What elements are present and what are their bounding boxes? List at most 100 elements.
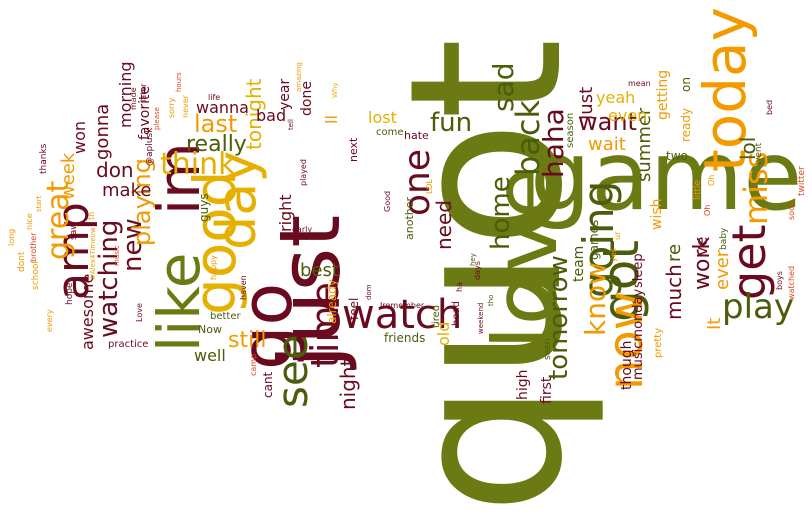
word-school: school — [31, 261, 41, 290]
word-another: another — [403, 196, 416, 240]
word-night: night — [336, 358, 360, 410]
word-It: It — [704, 317, 725, 330]
word-much: much — [662, 264, 686, 320]
word-hate: hate — [404, 129, 429, 142]
word-sleep: sleep — [631, 253, 646, 288]
word-feel: feel — [347, 297, 361, 320]
word-week: week — [58, 152, 79, 200]
word-bed: bed — [765, 99, 774, 115]
word-weekend: weekend — [477, 302, 485, 334]
word-ur: ur — [613, 231, 622, 240]
word-think: think — [160, 147, 236, 182]
word-sad: sad — [487, 62, 520, 112]
word-wanna: wanna — [196, 98, 249, 117]
word-later: later — [139, 83, 148, 102]
word-two: two — [666, 149, 688, 163]
word-Iremember: Iremember — [380, 301, 425, 310]
word-season: season — [565, 112, 576, 148]
word-next: next — [347, 137, 360, 162]
word-hope: hope — [65, 282, 75, 305]
word-mean: mean — [628, 79, 651, 88]
word-ll: ll — [322, 115, 341, 124]
word-thanks: thanks — [39, 143, 49, 174]
word-amazing: amazing — [295, 62, 303, 92]
word-dom: dom — [365, 284, 373, 300]
word-see: see — [268, 334, 317, 408]
word-early: early — [292, 225, 313, 234]
word-play: play — [722, 287, 794, 327]
word-game: game — [530, 120, 803, 232]
word-lost: lost — [368, 108, 397, 127]
word-still: still — [228, 328, 267, 353]
word-come: come — [376, 127, 404, 138]
word-ready: ready — [679, 107, 693, 142]
word-made: made — [129, 87, 138, 110]
word-even: even — [608, 106, 648, 125]
word-haven: haven — [239, 275, 248, 300]
word-Love: Love — [135, 303, 144, 322]
word-Oh-2: Oh — [707, 174, 716, 186]
word-awesome: awesome — [78, 273, 97, 350]
word-well: well — [194, 346, 226, 365]
word-want: want — [578, 108, 637, 136]
word-tired: tired — [431, 304, 442, 328]
word-make: make — [102, 180, 152, 201]
word-won: won — [70, 120, 89, 154]
word-watch: watch — [342, 292, 463, 338]
word-long: long — [7, 228, 16, 246]
word-sorry: sorry — [167, 97, 176, 118]
word-ve: ve — [692, 236, 711, 256]
word-guys: guys — [197, 193, 211, 222]
word-getting: getting — [655, 69, 671, 120]
word-baby: baby — [719, 227, 729, 250]
word-re: re — [664, 243, 685, 262]
word-ha: ha — [455, 282, 464, 292]
word-need: need — [432, 200, 456, 250]
word-soon: soon — [787, 200, 796, 220]
word-last: last — [194, 110, 238, 138]
word-better: better — [210, 311, 241, 322]
word-dont: dont — [17, 251, 27, 272]
word-brother: brother — [29, 232, 38, 262]
word-pretty: pretty — [653, 327, 664, 358]
word-music: music — [113, 245, 121, 266]
word-practice: practice — [108, 339, 149, 350]
word-aplusk: @aplusk — [145, 127, 155, 166]
word-life: life — [208, 93, 221, 102]
word-bad: bad — [256, 106, 287, 125]
word-Why: Why — [331, 82, 339, 98]
word-ever: ever — [712, 249, 733, 290]
word-yes: yes — [609, 248, 618, 262]
word-watching: watching — [94, 219, 124, 338]
word-team: team — [571, 245, 587, 282]
word-year: year — [277, 78, 293, 110]
word-best: best — [300, 260, 339, 281]
word-alex4: #Alex4Timeuw — [89, 227, 97, 280]
word-twitter: twitter — [797, 166, 807, 196]
word-fun: fun — [430, 108, 473, 138]
word-played: played — [299, 159, 308, 186]
word-first: first — [539, 376, 555, 404]
word-games: games — [587, 219, 601, 260]
word-wait: wait — [588, 134, 626, 155]
word-tell: tell — [287, 119, 295, 130]
word-start: start — [35, 195, 43, 212]
word-went: went — [754, 142, 764, 165]
word-musicmonday: musicmonday — [631, 288, 646, 380]
word-on: on — [679, 77, 693, 92]
word-really: really — [186, 132, 247, 157]
word-seen: seen — [543, 338, 553, 360]
word-tomorrow: tomorrow — [544, 255, 574, 380]
word-haha: haha — [537, 108, 570, 178]
word-already: already — [325, 279, 339, 324]
word-Oh: Oh — [703, 204, 712, 216]
word-Now: Now — [198, 323, 222, 336]
word-little: little — [693, 179, 703, 200]
word-camp: camp — [249, 353, 258, 376]
word-high: high — [515, 369, 531, 400]
word-happy: happy — [209, 255, 218, 280]
word-wish: wish — [649, 198, 665, 230]
word-tho: tho — [487, 294, 495, 306]
word-LOL: LOL — [425, 179, 434, 194]
